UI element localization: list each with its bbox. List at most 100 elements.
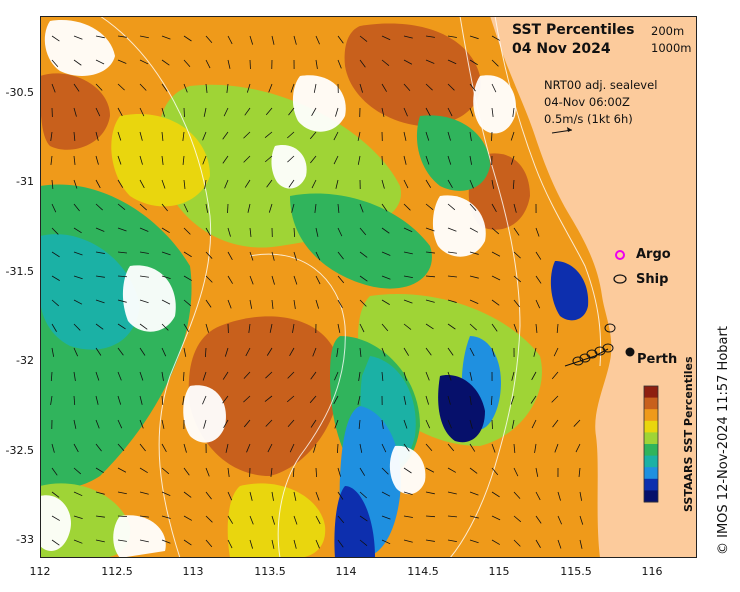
- current-vector: [244, 107, 251, 116]
- current-vector: [531, 419, 537, 429]
- current-vector: [469, 83, 476, 92]
- colorbar-segment-7: [644, 467, 658, 480]
- current-vector: [161, 35, 171, 40]
- current-vector: [357, 155, 361, 165]
- current-time: 04-Nov 06:00Z: [544, 95, 630, 109]
- current-vector: [50, 131, 53, 141]
- current-vector: [117, 107, 123, 117]
- current-vector: [293, 35, 297, 45]
- current-vector: [244, 179, 251, 188]
- current-vector: [491, 179, 495, 189]
- current-vector: [139, 59, 149, 65]
- current-vector: [293, 227, 296, 238]
- current-vector: [95, 299, 105, 304]
- current-vector: [249, 539, 253, 549]
- current-vector: [510, 395, 515, 405]
- current-vector: [425, 107, 431, 117]
- current-vector: [139, 131, 143, 141]
- current-vector: [513, 539, 521, 547]
- ship-track-point-5: [604, 323, 616, 333]
- sst-patch-15: [438, 375, 485, 443]
- current-vector: [95, 251, 105, 254]
- current-vector: [381, 371, 384, 381]
- current-vector: [469, 275, 479, 279]
- current-vector: [95, 131, 99, 141]
- depth-contour-1: [449, 16, 521, 558]
- current-vector: [203, 107, 207, 117]
- current-vector: [469, 491, 479, 496]
- current-vector: [227, 59, 231, 69]
- current-vector: [313, 443, 317, 453]
- current-vector: [359, 515, 368, 522]
- current-vector: [403, 155, 407, 165]
- sst-map[interactable]: SST Percentiles 04 Nov 2024 200m 1000m N…: [40, 16, 697, 558]
- depth-contour-3: [249, 253, 346, 558]
- current-vector: [222, 371, 229, 380]
- current-vector: [491, 275, 501, 281]
- current-vector: [227, 539, 233, 549]
- current-vector: [534, 443, 537, 453]
- current-vector: [312, 347, 317, 357]
- current-vector: [161, 251, 171, 256]
- sst-patch-6: [188, 316, 341, 476]
- current-vector: [334, 419, 339, 429]
- current-source: NRT00 adj. sealevel: [544, 78, 658, 92]
- current-vector: [243, 371, 251, 379]
- current-vector: [73, 203, 80, 212]
- current-vector: [161, 419, 165, 429]
- current-vector: [403, 131, 407, 141]
- current-vector: [337, 299, 343, 309]
- current-vector: [287, 419, 295, 427]
- current-vector: [51, 179, 54, 189]
- sst-patch-19: [227, 483, 326, 558]
- current-vector: [513, 467, 519, 477]
- current-vector: [183, 443, 187, 453]
- current-vector: [51, 59, 59, 68]
- current-vector: [51, 467, 58, 476]
- argo-marker-icon: [615, 250, 625, 260]
- current-vector: [315, 35, 320, 45]
- current-vector: [161, 515, 171, 519]
- current-vector: [447, 203, 456, 211]
- current-vector: [161, 539, 171, 544]
- current-vector: [337, 323, 341, 333]
- current-vector: [447, 155, 452, 165]
- colorbar-segment-3: [644, 420, 658, 433]
- current-vector: [245, 347, 251, 357]
- current-vector: [73, 467, 82, 475]
- current-vector: [425, 83, 433, 91]
- current-vector: [51, 83, 56, 93]
- current-vector: [225, 443, 229, 453]
- current-vector: [73, 371, 76, 381]
- current-vector: [205, 59, 211, 69]
- current-vector: [117, 227, 127, 232]
- sst-map-canvas: [40, 16, 697, 558]
- current-vector: [227, 251, 233, 261]
- colorbar-segment-0: [644, 386, 658, 399]
- current-vector: [139, 203, 147, 211]
- current-vector: [359, 227, 367, 236]
- current-vector: [447, 59, 457, 65]
- current-vector: [204, 179, 207, 189]
- current-vector: [265, 371, 273, 379]
- current-vector: [205, 227, 211, 236]
- current-vector: [447, 299, 457, 303]
- current-vector: [309, 395, 317, 404]
- current-vector: [117, 395, 122, 405]
- current-vector: [73, 275, 83, 280]
- current-vector: [337, 59, 342, 69]
- current-vector: [359, 491, 367, 499]
- colorbar-segment-1: [644, 397, 658, 410]
- current-vector: [288, 107, 295, 116]
- current-vector: [50, 371, 53, 382]
- current-vector: [117, 155, 122, 165]
- current-vector: [575, 443, 581, 453]
- colorbar-title: SSTAARS SST Percentiles: [682, 356, 695, 513]
- current-vector: [551, 371, 559, 380]
- current-vector: [469, 179, 474, 189]
- current-vector: [293, 539, 297, 549]
- current-vector: [51, 443, 55, 453]
- current-vector: [381, 491, 391, 497]
- current-vector: [51, 491, 60, 498]
- current-vector: [533, 347, 537, 357]
